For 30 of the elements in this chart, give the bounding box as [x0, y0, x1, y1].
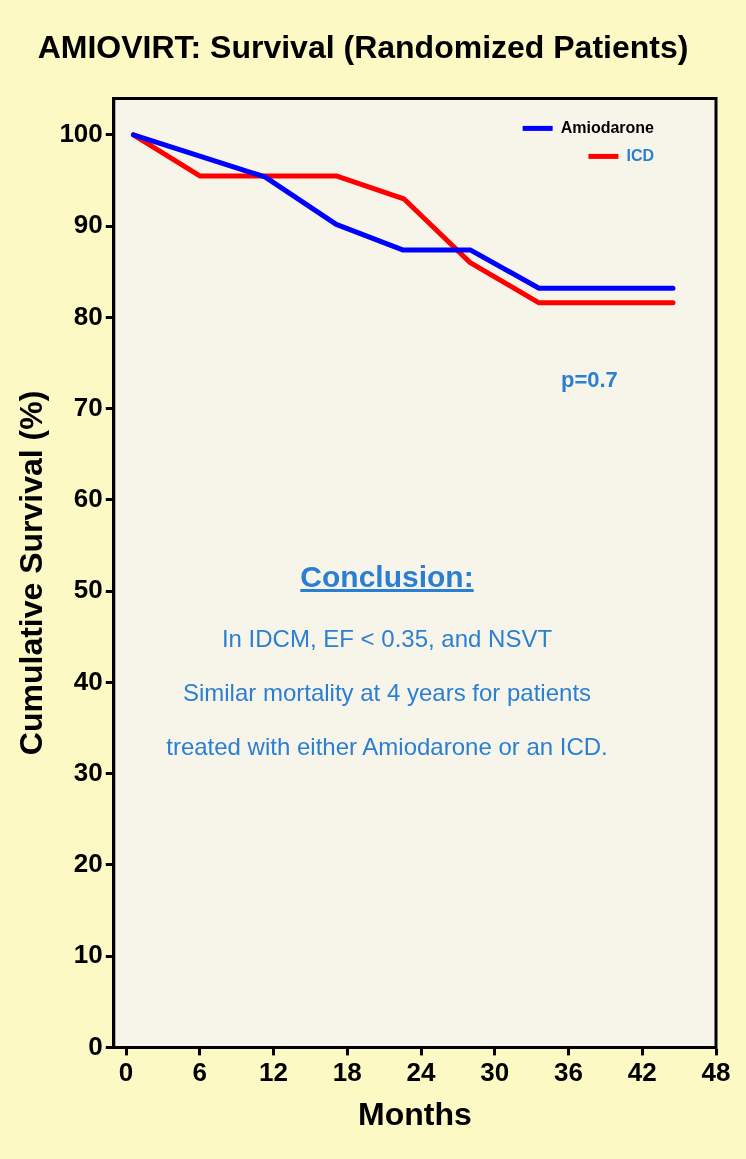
annotation: p=0.7	[560, 367, 618, 393]
y-tick-label: 80	[73, 300, 103, 331]
x-tick-label: 42	[627, 1057, 657, 1088]
annotation: In IDCM, EF < 0.35, and NSVT	[220, 624, 554, 654]
y-axis-title: Cumulative Survival (%)	[13, 390, 50, 756]
x-tick-label: 30	[480, 1057, 510, 1088]
x-tick-label: 48	[701, 1057, 731, 1088]
x-tick-label: 36	[554, 1057, 583, 1088]
annotation: Conclusion:	[299, 560, 475, 594]
y-tick-label: 50	[73, 574, 103, 605]
x-axis-title: Months	[358, 1095, 472, 1132]
y-tick-label: 20	[73, 848, 103, 879]
y-tick-label: 90	[73, 209, 103, 240]
x-tick-label: 24	[406, 1057, 437, 1088]
y-tick-label: 60	[73, 483, 103, 514]
chart-title: AMIOVIRT: Survival (Randomized Patients)	[37, 29, 689, 66]
y-tick-label: 30	[73, 756, 103, 787]
annotation: treated with either Amiodarone or an ICD.	[165, 732, 609, 762]
annotation: Similar mortality at 4 years for patients	[181, 678, 593, 708]
y-tick-label: 10	[73, 939, 103, 970]
legend-label: Amiodarone	[560, 118, 655, 136]
legend-label: ICD	[626, 146, 655, 164]
y-tick-label: 100	[59, 118, 103, 149]
y-tick-label: 70	[73, 391, 103, 422]
x-tick-label: 0	[118, 1057, 134, 1088]
x-tick-label: 12	[259, 1057, 289, 1088]
x-tick-label: 6	[192, 1057, 208, 1088]
x-tick-label: 18	[332, 1057, 362, 1088]
y-tick-label: 0	[88, 1030, 103, 1061]
y-tick-label: 40	[73, 665, 103, 696]
